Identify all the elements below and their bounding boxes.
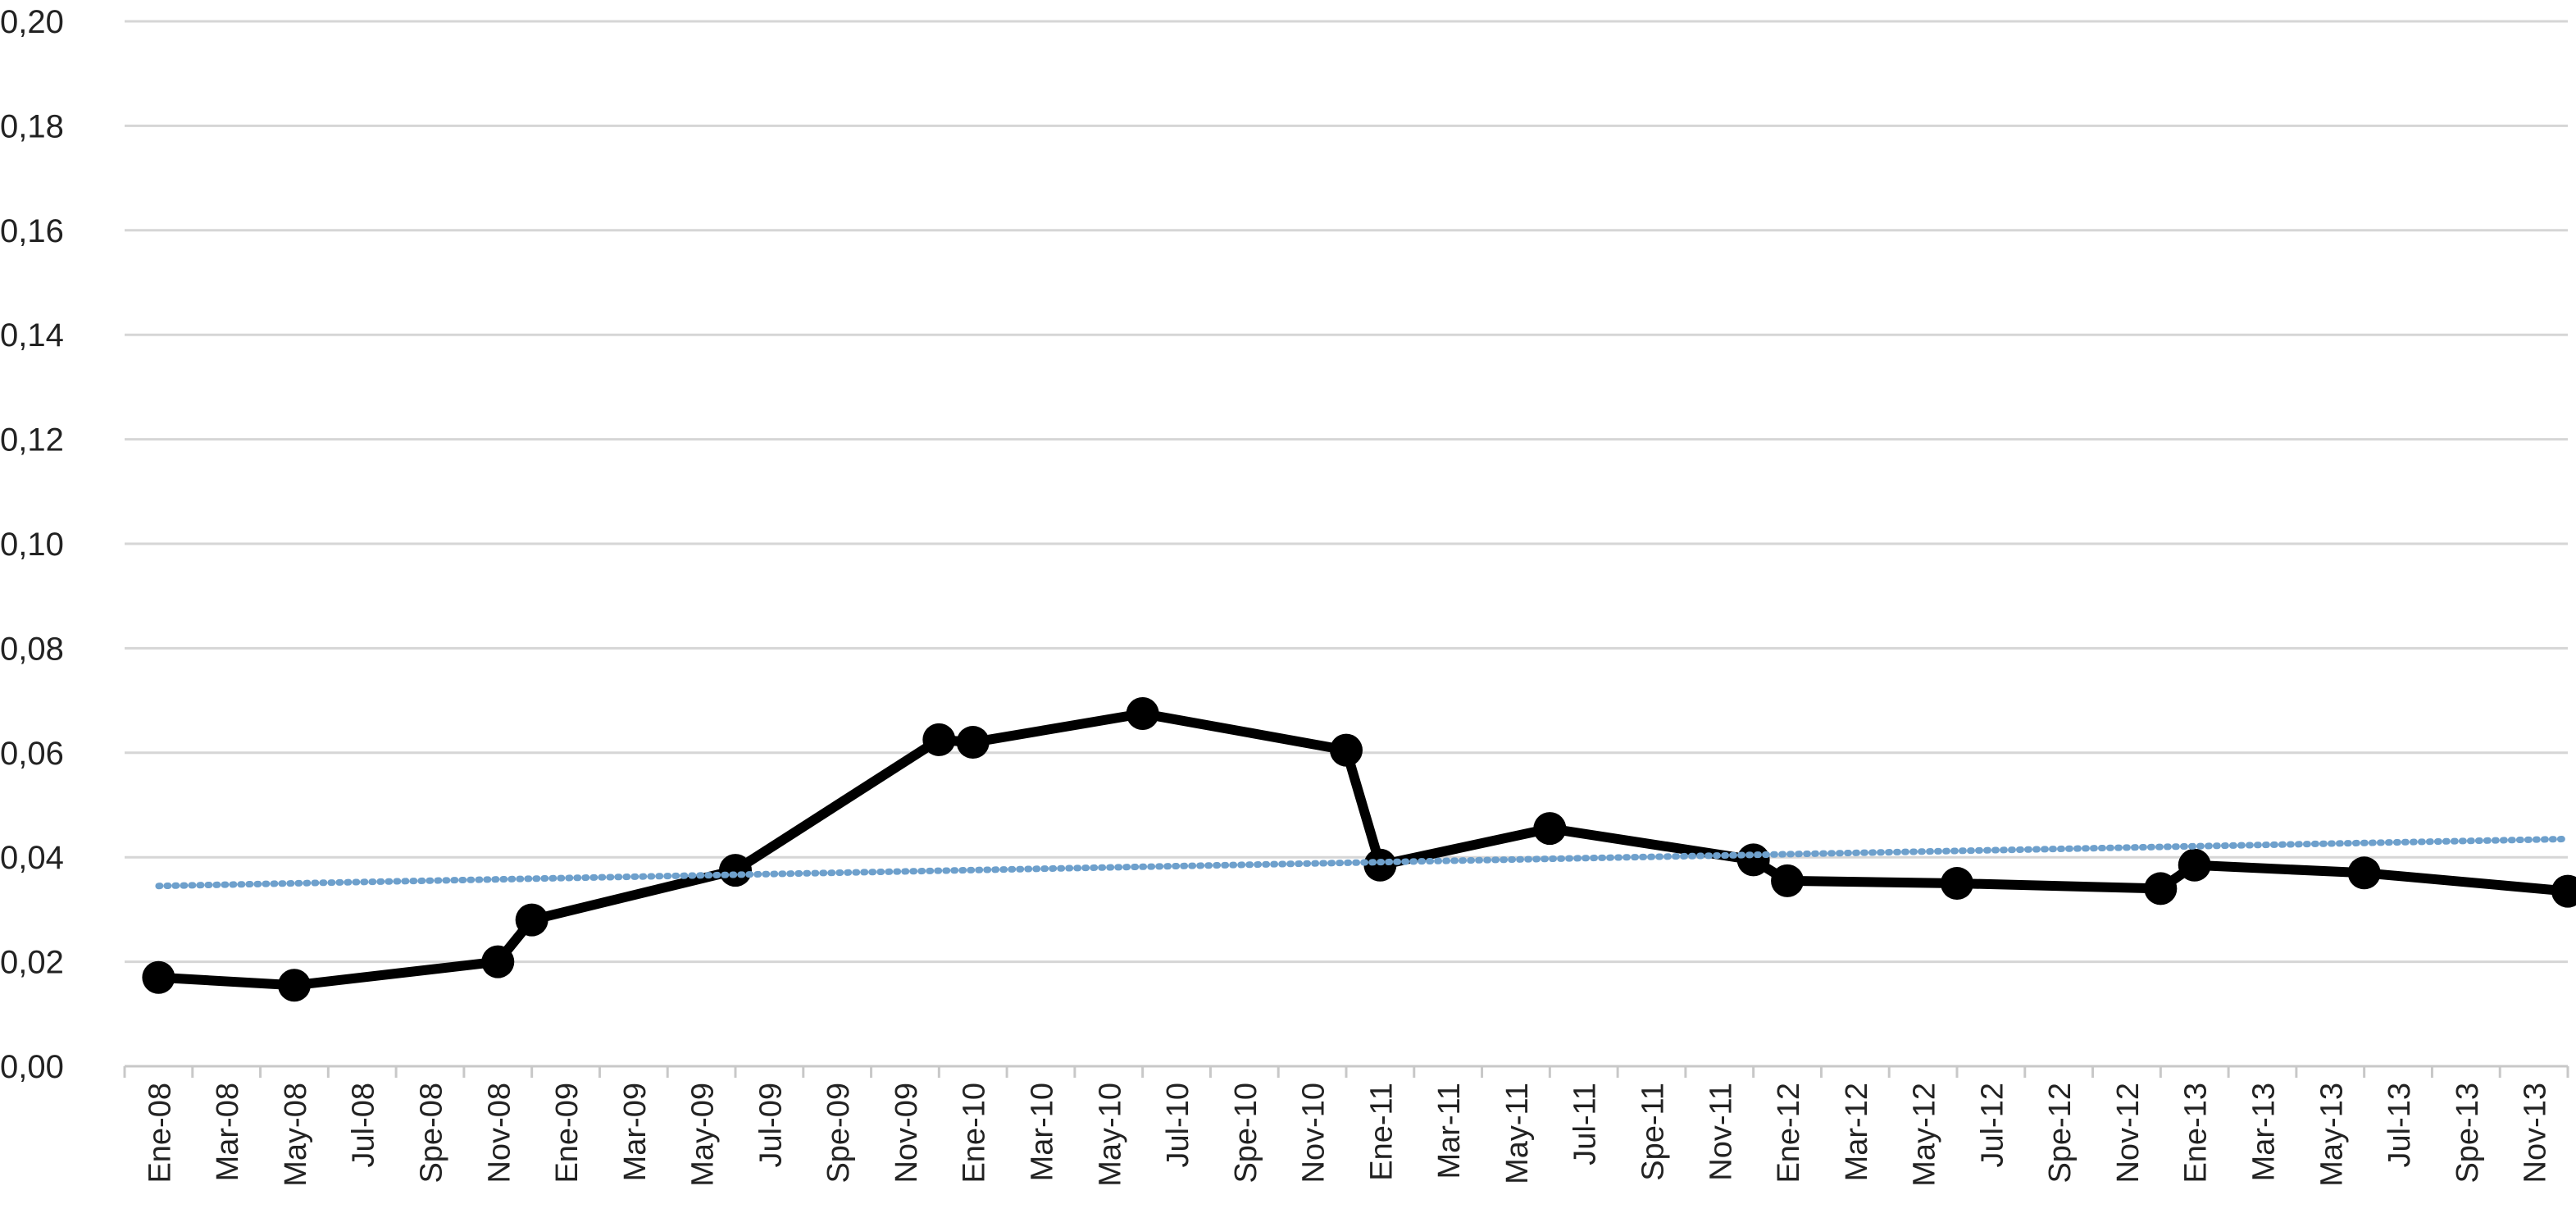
x-tick-label: May-13 [2314, 1083, 2349, 1187]
x-tick-label: Spe-08 [415, 1083, 449, 1184]
x-tick-label: Mar-12 [1840, 1083, 1874, 1181]
data-point [1941, 867, 1973, 901]
data-series [142, 697, 2576, 1002]
data-point [481, 945, 515, 978]
data-point [2144, 872, 2178, 905]
x-tick-label: Jul-10 [1161, 1083, 1195, 1168]
data-point [719, 854, 752, 887]
data-point [142, 960, 175, 994]
x-tick-label: Ene-09 [550, 1083, 585, 1184]
y-tick-label: 0,18 [0, 108, 64, 144]
x-tick-label: Mar-08 [211, 1083, 245, 1181]
y-tick-label: 0,04 [0, 840, 64, 876]
x-tick-label: Spe-13 [2451, 1083, 2485, 1184]
x-tick-label: Jul-11 [1568, 1083, 1603, 1165]
x-tick-label: May-10 [1093, 1083, 1127, 1187]
x-tick-label: Jul-08 [347, 1083, 381, 1168]
x-tick-label: Mar-11 [1432, 1083, 1467, 1179]
x-tick-label: Ene-08 [143, 1083, 177, 1184]
x-tick-label: Nov-09 [890, 1083, 924, 1184]
x-tick-label: Spe-09 [821, 1083, 856, 1184]
x-tick-label: Ene-10 [958, 1083, 992, 1184]
x-tick-label: Jul-12 [1975, 1083, 2009, 1168]
y-tick-label: 0,10 [0, 527, 64, 563]
x-tick-label: Spe-11 [1636, 1083, 1671, 1181]
x-tick-label: Mar-13 [2247, 1083, 2282, 1181]
y-tick-label: 0,06 [0, 736, 64, 772]
data-point [956, 726, 990, 759]
x-tick-label: Nov-08 [482, 1083, 517, 1184]
y-tick-label: 0,14 [0, 317, 64, 354]
x-axis-tick-labels: Ene-08 Mar-08 May-08 Jul-08 Spe-08 Nov-08 Ene-… [143, 1083, 2552, 1187]
x-tick-label: Ene-13 [2179, 1083, 2214, 1184]
trendline [155, 835, 2571, 890]
x-tick-label: May-12 [1908, 1083, 1942, 1187]
data-point [1330, 733, 1363, 767]
data-point [2347, 856, 2381, 890]
axes [123, 1065, 2569, 1078]
data-point [515, 903, 548, 937]
grid-lines [125, 20, 2568, 964]
x-tick-label: May-08 [279, 1083, 313, 1187]
data-point [2178, 848, 2211, 882]
y-tick-label: 0,12 [0, 422, 64, 458]
x-tick-label: Mar-09 [618, 1083, 653, 1181]
x-tick-label: May-11 [1500, 1083, 1535, 1184]
y-tick-label: 0,00 [0, 1049, 64, 1085]
y-axis-tick-labels: 0,00 0,02 0,04 0,06 0,08 0,10 0,12 0,14 0,16 0,18… [0, 4, 64, 1085]
data-point [277, 969, 311, 1002]
data-point [1533, 812, 1567, 846]
data-point [1126, 697, 1159, 731]
y-tick-label: 0,20 [0, 4, 64, 40]
x-tick-label: Spe-12 [2043, 1083, 2078, 1184]
x-tick-label: May-09 [686, 1083, 721, 1187]
x-tick-label: Spe-10 [1229, 1083, 1263, 1184]
x-tick-label: Jul-13 [2383, 1083, 2417, 1168]
x-tick-label: Ene-11 [1364, 1083, 1399, 1181]
data-point [922, 723, 956, 756]
x-tick-label: Nov-10 [1297, 1083, 1331, 1184]
x-tick-label: Mar-10 [1026, 1083, 1060, 1181]
y-tick-label: 0,08 [0, 631, 64, 667]
x-tick-label: Nov-13 [2519, 1083, 2553, 1184]
data-point [2551, 874, 2576, 908]
data-point [1736, 843, 1770, 877]
x-tick-label: Nov-12 [2111, 1083, 2146, 1184]
data-point [1771, 864, 1805, 897]
y-tick-label: 0,16 [0, 213, 64, 249]
x-tick-label: Nov-11 [1704, 1083, 1738, 1181]
series-line [158, 709, 2569, 991]
x-tick-label: Ene-12 [1772, 1083, 1806, 1184]
y-tick-label: 0,02 [0, 945, 64, 981]
x-tick-label: Jul-09 [753, 1083, 788, 1168]
